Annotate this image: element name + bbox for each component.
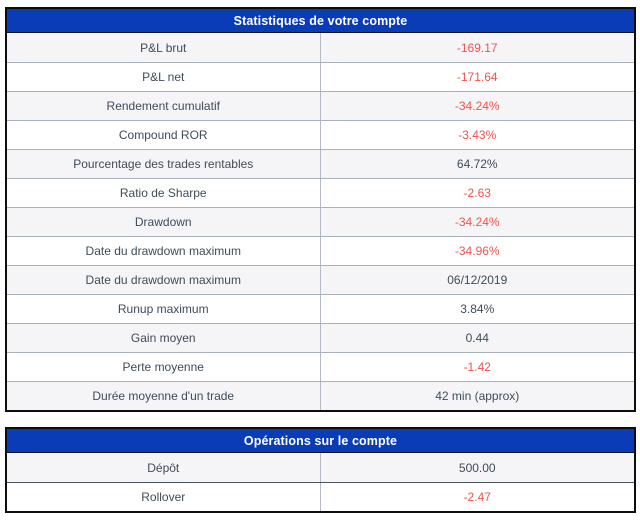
table-row: P&L net -171.64	[7, 62, 634, 91]
stat-label: Date du drawdown maximum	[7, 237, 321, 265]
account-statistics-table: Statistiques de votre compte P&L brut -1…	[5, 7, 636, 412]
stat-value: -2.47	[463, 490, 491, 504]
account-operations-table: Opérations sur le compte Dépôt 500.00 Ro…	[5, 427, 636, 513]
stat-value: 42 min (approx)	[435, 389, 520, 403]
stat-label: Compound ROR	[7, 121, 321, 149]
stat-label: Gain moyen	[7, 324, 321, 352]
stat-label: P&L brut	[7, 33, 321, 62]
account-operations-title: Opérations sur le compte	[7, 429, 634, 453]
stat-value: -34.24%	[454, 99, 500, 113]
table-row: Dépôt 500.00	[7, 453, 634, 482]
stat-value: -2.63	[463, 186, 491, 200]
table-row: Runup maximum 3.84%	[7, 294, 634, 323]
table-row: Gain moyen 0.44	[7, 323, 634, 352]
stat-value: -171.64	[456, 70, 498, 84]
stat-value: -1.42	[463, 360, 491, 374]
table-row: Pourcentage des trades rentables 64.72%	[7, 149, 634, 178]
stat-value: 06/12/2019	[447, 273, 508, 287]
stat-label: P&L net	[7, 63, 321, 91]
stat-value: -34.24%	[454, 215, 500, 229]
table-row: Perte moyenne -1.42	[7, 352, 634, 381]
stat-value: 500.00	[458, 460, 496, 475]
table-row: Rollover -2.47	[7, 482, 634, 511]
table-row: Durée moyenne d'un trade 42 min (approx)	[7, 381, 634, 410]
stat-label: Pourcentage des trades rentables	[7, 150, 321, 178]
stat-value: 0.44	[465, 331, 489, 345]
table-row: Date du drawdown maximum -34.96%	[7, 236, 634, 265]
stat-label: Durée moyenne d'un trade	[7, 382, 321, 410]
stat-value: -34.96%	[454, 244, 500, 258]
account-operations-body: Dépôt 500.00 Rollover -2.47	[7, 453, 634, 511]
stat-label: Runup maximum	[7, 295, 321, 323]
table-row: Rendement cumulatif -34.24%	[7, 91, 634, 120]
stat-label: Drawdown	[7, 208, 321, 236]
table-row: Date du drawdown maximum 06/12/2019	[7, 265, 634, 294]
stat-label: Rendement cumulatif	[7, 92, 321, 120]
table-row: P&L brut -169.17	[7, 33, 634, 62]
stat-label: Perte moyenne	[7, 353, 321, 381]
stat-value: 3.84%	[460, 302, 495, 316]
stat-label: Ratio de Sharpe	[7, 179, 321, 207]
account-statistics-body: P&L brut -169.17 P&L net -171.64 Rendeme…	[7, 33, 634, 410]
table-row: Drawdown -34.24%	[7, 207, 634, 236]
stat-value: 64.72%	[456, 157, 498, 171]
stat-value: -169.17	[456, 40, 498, 55]
stat-label: Dépôt	[7, 453, 321, 482]
stat-value: -3.43%	[458, 128, 497, 142]
table-row: Compound ROR -3.43%	[7, 120, 634, 149]
stat-label: Date du drawdown maximum	[7, 266, 321, 294]
stat-label: Rollover	[7, 483, 321, 511]
table-row: Ratio de Sharpe -2.63	[7, 178, 634, 207]
account-statistics-title: Statistiques de votre compte	[7, 9, 634, 33]
